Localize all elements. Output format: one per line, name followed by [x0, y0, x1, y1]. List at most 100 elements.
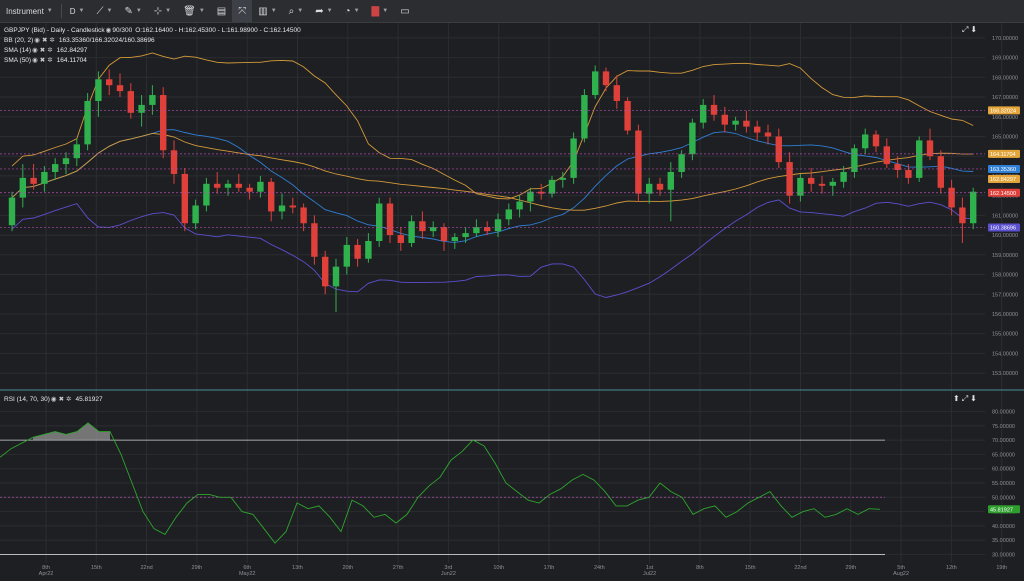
candle-body	[840, 171, 847, 182]
time-tick-month: Aug22	[893, 571, 909, 576]
chevron-down-icon: ▼	[270, 8, 277, 14]
gear-icon[interactable]: ✲	[47, 57, 53, 64]
chart-area[interactable]: 170.00000 169.00000 168.00000 167.00000 166.…	[0, 23, 1024, 577]
candle-body	[732, 120, 739, 125]
chevron-down-icon: ▼	[198, 8, 205, 14]
arrow-down-icon[interactable]: ⬇	[970, 25, 978, 34]
layout-button[interactable]: ▤	[211, 0, 232, 22]
rsi-tag	[988, 505, 1020, 514]
close-icon[interactable]: ✖	[39, 47, 46, 54]
candle	[916, 136, 923, 182]
eye-icon[interactable]: ◉	[105, 27, 112, 34]
chart-background	[0, 23, 1024, 576]
price-tick-label: 165.00000	[992, 134, 1018, 140]
timeframe-selector[interactable]: D ▼	[64, 0, 91, 22]
candle	[127, 83, 134, 119]
pencil-button[interactable]: ✎ ▼	[118, 0, 147, 22]
candle-body	[278, 205, 286, 212]
candle-body	[635, 130, 642, 194]
candle-body	[743, 120, 750, 127]
time-tick-label: 10th	[493, 565, 504, 571]
candle	[289, 197, 296, 214]
candle-body	[192, 205, 199, 224]
candle	[710, 95, 718, 121]
gear-icon[interactable]: ✲	[66, 396, 72, 403]
candle-body	[624, 100, 631, 131]
candle	[203, 177, 210, 212]
candle-body	[808, 177, 815, 184]
price-tick-label: 157.00000	[992, 292, 1018, 298]
candle	[570, 132, 577, 184]
candle	[8, 191, 16, 232]
eye-icon[interactable]: ◉	[34, 37, 40, 44]
candle-body	[646, 183, 653, 194]
candle	[646, 177, 653, 204]
time-tick-label: 1st	[646, 565, 654, 571]
candle-body	[257, 181, 264, 192]
candle	[311, 215, 318, 265]
chart-svg[interactable]: 170.00000 169.00000 168.00000 167.00000 166.…	[0, 23, 1024, 577]
candle	[354, 239, 361, 267]
candle-body	[354, 244, 361, 259]
candle	[440, 223, 448, 251]
candle-body	[473, 227, 480, 234]
time-tick-label: 22nd	[794, 565, 806, 571]
rsi-tick-label: 70.00000	[992, 438, 1015, 444]
draw-line-button[interactable]: ⟋ ▼	[90, 0, 118, 22]
candle-body	[916, 140, 923, 178]
candle	[948, 179, 955, 216]
close-icon[interactable]: ✖	[39, 57, 46, 64]
candle	[62, 152, 70, 174]
draw-line-icon: ⟋	[96, 5, 104, 17]
close-icon[interactable]: ✖	[58, 396, 65, 403]
candle	[73, 138, 80, 167]
sma14-value: 162.84297	[56, 46, 88, 54]
candle-body	[797, 177, 804, 196]
legend-sma50: SMA (50) ◉ ✖ ✲ 164.11704	[4, 56, 87, 65]
measure-button[interactable]: ⊹ ▼	[148, 0, 177, 22]
candle-body	[127, 91, 134, 113]
chevron-down-icon: ▼	[46, 8, 53, 14]
window-button[interactable]: ▭	[394, 0, 415, 22]
eye-icon[interactable]: ◉	[32, 57, 38, 64]
candle-body	[829, 181, 836, 186]
candle-body	[343, 244, 350, 267]
forward-button[interactable]: ➦ ▼	[309, 0, 338, 22]
bb-upper-line	[11, 52, 974, 200]
sma50-value: 164.11704	[56, 56, 87, 64]
expand-icon[interactable]: ⤢	[962, 25, 969, 34]
fit-button[interactable]: ⤧	[232, 0, 253, 22]
candle	[592, 65, 599, 99]
time-tick-label: 5th	[897, 565, 905, 571]
candle	[138, 95, 145, 127]
candle	[635, 124, 642, 202]
chart-type-icon: ▥	[258, 5, 268, 17]
expand-icon[interactable]: ⤢	[961, 394, 969, 403]
gear-icon[interactable]: ✲	[49, 37, 55, 44]
candle	[602, 67, 610, 92]
rsi-tick-label: 40.00000	[992, 524, 1015, 530]
arrow-down-icon[interactable]: ⬇	[970, 394, 977, 403]
chart-type-button[interactable]: ▥ ▼	[252, 0, 282, 22]
close-icon[interactable]: ✖	[41, 37, 48, 44]
rsi-overbought-fill	[33, 423, 110, 441]
candle-body	[592, 71, 599, 96]
eye-icon[interactable]: ◉	[50, 396, 57, 403]
trash-button[interactable]: 🗑 ▼	[177, 0, 211, 22]
gear-icon[interactable]: ✲	[47, 47, 53, 54]
history-button[interactable]: ◔ ▼	[339, 0, 366, 22]
rsi-tick-label: 30.00000	[992, 552, 1015, 558]
eye-icon[interactable]: ◉	[32, 47, 38, 54]
candle-body	[764, 132, 772, 137]
candle-body	[138, 104, 145, 113]
candle-body	[365, 241, 372, 259]
forward-icon: ➦	[315, 5, 324, 17]
flag-button[interactable]: ▇ ▼	[366, 0, 395, 22]
candle	[376, 197, 383, 247]
arrow-up-icon[interactable]: ⬆	[953, 394, 960, 403]
instrument-selector[interactable]: Instrument ▼	[0, 0, 59, 22]
price-tag	[988, 164, 1020, 173]
zoom-button[interactable]: ⌕ ▼	[283, 0, 310, 22]
price-tag-label: 162.14500	[990, 191, 1016, 197]
candle-body	[106, 79, 113, 86]
